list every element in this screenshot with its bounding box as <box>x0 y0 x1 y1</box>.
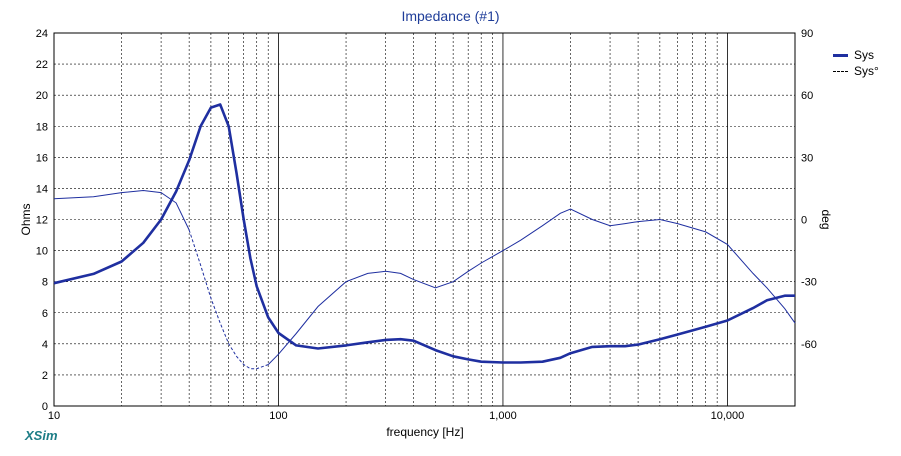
xsim-logo: XSim <box>25 428 58 443</box>
y-left-tick-label: 14 <box>36 183 48 195</box>
y-left-axis-label: Ohms <box>19 203 33 235</box>
y-left-tick-label: 8 <box>42 277 48 289</box>
y-right-tick-label: -60 <box>801 339 817 351</box>
y-right-tick-label: 90 <box>801 28 813 40</box>
x-tick-label: 10 <box>48 410 60 422</box>
x-axis-label: frequency [Hz] <box>386 425 464 439</box>
chart-title: Impedance (#1) <box>401 8 500 24</box>
plot-border <box>53 32 796 407</box>
legend-item-sys: Sys <box>833 47 879 63</box>
y-left-tick-label: 18 <box>36 121 48 133</box>
series-line-sys-phase <box>267 208 796 365</box>
y-left-tick-label: 20 <box>36 90 48 102</box>
y-right-tick-label: 0 <box>801 215 807 227</box>
x-tick-label: 10,000 <box>711 410 745 422</box>
y-left-tick-label: 10 <box>36 246 48 258</box>
legend-item-sys-phase: Sys° <box>833 63 879 79</box>
series-line-sys-phase <box>53 189 190 231</box>
y-left-tick-label: 4 <box>42 339 48 351</box>
y-left-tick-label: 22 <box>36 59 48 71</box>
y-right-tick-label: 60 <box>801 90 813 102</box>
y-left-tick-label: 24 <box>36 28 48 40</box>
legend: Sys Sys° <box>833 47 879 79</box>
y-left-tick-label: 16 <box>36 152 48 164</box>
y-right-axis-label: deg <box>819 209 833 229</box>
y-right-tick-label: 30 <box>801 152 813 164</box>
legend-label-sys-phase: Sys° <box>854 64 879 78</box>
series-line-sys-phase-dashed <box>188 229 269 370</box>
y-right-tick-label: -30 <box>801 277 817 289</box>
y-left-tick-label: 6 <box>42 308 48 320</box>
x-tick-label: 100 <box>269 410 287 422</box>
y-left-tick-label: 12 <box>36 215 48 227</box>
legend-label-sys: Sys <box>854 48 875 62</box>
legend-swatch-solid <box>833 53 848 57</box>
legend-swatch-dashed <box>833 70 848 72</box>
y-left-tick-label: 0 <box>42 401 48 413</box>
series-line-sys <box>53 103 795 364</box>
y-left-tick-label: 2 <box>42 370 48 382</box>
x-tick-label: 1,000 <box>489 410 517 422</box>
